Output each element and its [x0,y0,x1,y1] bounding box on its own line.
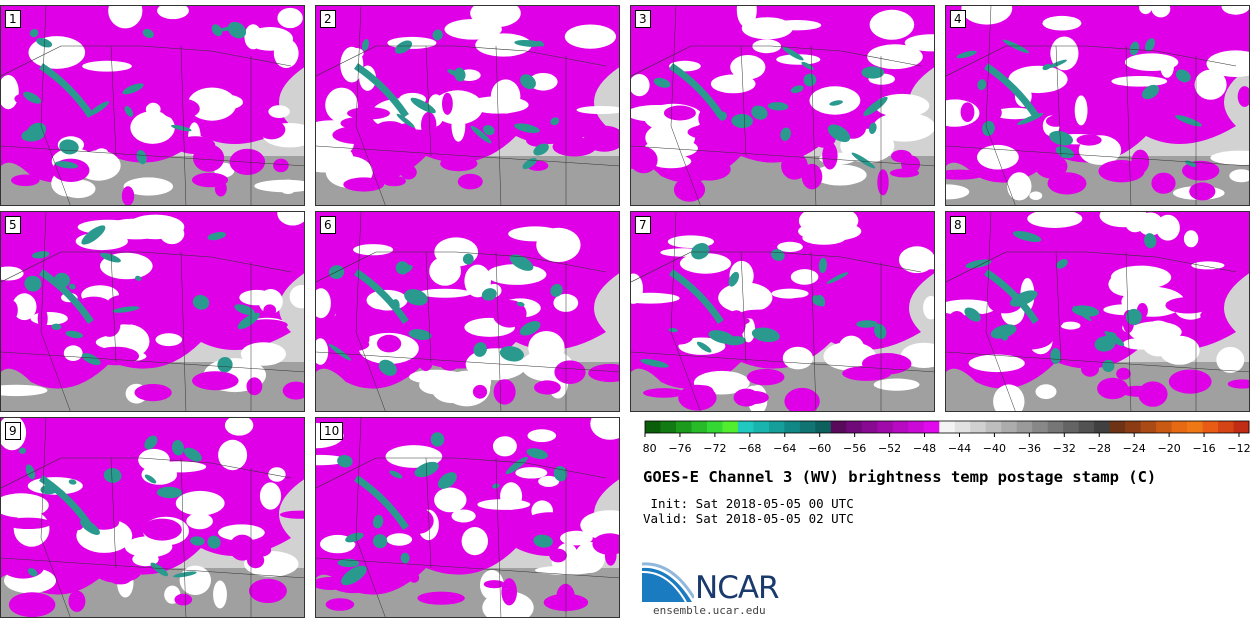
colorbar-segment [861,421,878,433]
colorbar-segment [892,421,909,433]
colorbar-segment [1063,421,1080,433]
map-panel-2: 2 [315,5,620,206]
panel-number-label: 10 [320,422,344,440]
water-vapor-map [946,6,1249,205]
water-vapor-map [316,6,619,205]
map-panel-4: 4 [945,5,1250,206]
colorbar-segment [1047,421,1064,433]
ncar-logo-text: NCAR [695,570,780,606]
colorbar-tick-label: −52 [878,442,901,455]
colorbar-tick-label: −72 [703,442,726,455]
colorbar-segment [923,421,940,433]
colorbar-segment [706,421,723,433]
colorbar-segment [1187,421,1204,433]
colorbar-segment [846,421,863,433]
water-vapor-map [316,212,619,411]
colorbar-tick-label: −44 [948,442,971,455]
map-panel-3: 3 [630,5,935,206]
colorbar: −80−76−72−68−64−60−56−52−48−44−40−36−32−… [643,420,1251,455]
panel-number-label: 6 [320,216,336,234]
panel-number-label: 5 [5,216,21,234]
map-panel-1: 1 [0,5,305,206]
water-vapor-map [631,212,934,411]
colorbar-tick-label: −28 [1088,442,1111,455]
colorbar-segment [1001,421,1018,433]
ncar-logo-icon [642,562,694,604]
water-vapor-map [946,212,1249,411]
colorbar-segment [970,421,987,433]
panel-number-label: 4 [950,10,966,28]
colorbar-segment [1125,421,1142,433]
colorbar-tick-label: −20 [1158,442,1181,455]
panel-number-label: 8 [950,216,966,234]
colorbar-segment [784,421,801,433]
colorbar-segment [1140,421,1157,433]
colorbar-segment [737,421,754,433]
colorbar-segment [985,421,1002,433]
map-panel-8: 8 [945,211,1250,412]
panel-number-label: 3 [635,10,651,28]
water-vapor-map [1,212,304,411]
colorbar-tick-label: −12 [1227,442,1250,455]
colorbar-segment [799,421,816,433]
colorbar-segment [1233,421,1250,433]
colorbar-segment [722,421,739,433]
colorbar-segment [1156,421,1173,433]
colorbar-segment [1202,421,1219,433]
map-panel-9: 9 [0,417,305,618]
colorbar-segment [908,421,925,433]
colorbar-segment [645,421,661,433]
colorbar-segment [830,421,847,433]
colorbar-tick-label: −16 [1192,442,1215,455]
panel-number-label: 2 [320,10,336,28]
colorbar-segment [1016,421,1033,433]
panel-number-label: 1 [5,10,21,28]
colorbar-segment [1218,421,1235,433]
colorbar-tick-label: −48 [913,442,936,455]
colorbar-segment [1032,421,1049,433]
water-vapor-map [316,418,619,617]
colorbar-tick-label: −24 [1123,442,1146,455]
colorbar-tick-label: −76 [668,442,691,455]
colorbar-segment [660,421,677,433]
map-panel-7: 7 [630,211,935,412]
colorbar-tick-label: −60 [808,442,831,455]
colorbar-segment [1171,421,1188,433]
colorbar-outline [644,420,1250,434]
colorbar-tick-label: −64 [773,442,796,455]
map-panel-6: 6 [315,211,620,412]
colorbar-segment [1078,421,1095,433]
colorbar-segment [954,421,971,433]
map-panel-5: 5 [0,211,305,412]
colorbar-tick-label: −80 [643,442,657,455]
colorbar-segment [675,421,692,433]
init-time: Init: Sat 2018-05-05 00 UTC [643,496,854,511]
valid-time: Valid: Sat 2018-05-05 02 UTC [643,511,854,526]
colorbar-tick-label: −68 [738,442,761,455]
water-vapor-map [1,418,304,617]
map-panel-10: 10 [315,417,620,618]
colorbar-tick-label: −56 [843,442,866,455]
water-vapor-map [1,6,304,205]
colorbar-segment [768,421,785,433]
colorbar-segment [1094,421,1111,433]
colorbar-tick-label: −36 [1018,442,1041,455]
colorbar-segment [815,421,832,433]
panel-number-label: 7 [635,216,651,234]
figure-title: GOES-E Channel 3 (WV) brightness temp po… [643,468,1157,486]
colorbar-segment [939,421,956,433]
colorbar-tick-label: −32 [1053,442,1076,455]
colorbar-tick-label: −40 [983,442,1006,455]
panel-number-label: 9 [5,422,21,440]
colorbar-segment [1109,421,1126,433]
water-vapor-map [631,6,934,205]
colorbar-segment [753,421,770,433]
colorbar-segment [877,421,894,433]
ncar-url: ensemble.ucar.edu [653,604,766,617]
colorbar-segment [691,421,708,433]
